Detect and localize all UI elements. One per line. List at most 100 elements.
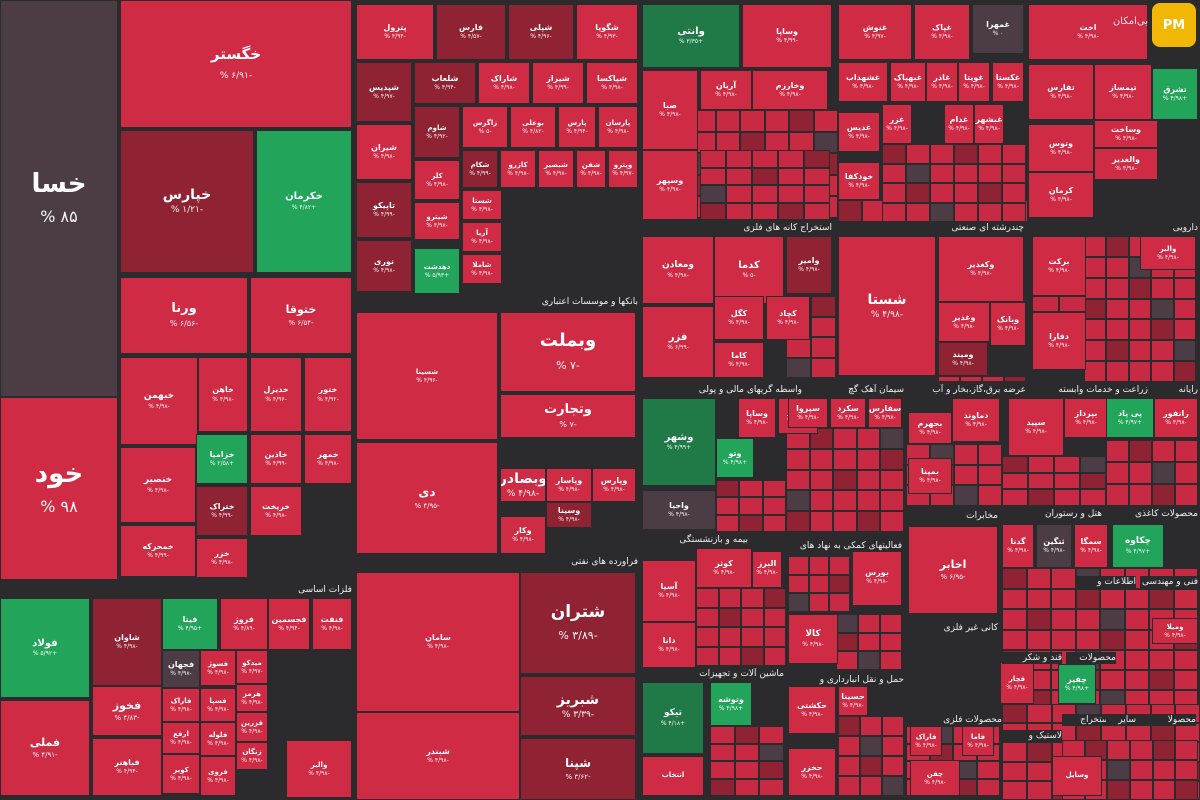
stock-tile[interactable]: خنصیر% ۴/۹۸- <box>120 447 196 523</box>
stock-tile[interactable]: تشرق% ۴/۹۸+ <box>1152 68 1198 120</box>
stock-tile[interactable]: تیکو% ۴/۱۸+ <box>642 682 704 754</box>
stock-tile[interactable]: شتران % ۳/۸۹- <box>520 572 636 674</box>
stock-tile[interactable]: سمگا% ۴/۹۸- <box>1074 524 1108 568</box>
stock-tile[interactable]: وسایل <box>1052 756 1102 796</box>
stock-tile[interactable]: دماوند% ۴/۹۸- <box>952 398 1000 442</box>
stock-tile[interactable]: وامیر% ۴/۹۸- <box>786 236 832 294</box>
stock-tile[interactable]: ورنا % ۶/۵۶- <box>120 277 248 354</box>
stock-tile[interactable]: آریا% ۴/۹۸- <box>462 222 502 252</box>
stock-tile[interactable]: فزرین% ۴/۹۸- <box>236 712 268 742</box>
stock-tile[interactable]: شفن% ۴/۹۸- <box>576 150 606 188</box>
stock-tile[interactable]: وبملت % ۷- <box>500 312 636 392</box>
stock-tile[interactable]: خدیزل% ۴/۹۶- <box>250 357 302 432</box>
stock-tile[interactable]: شسینا% ۴/۹۶- <box>356 312 498 440</box>
stock-tile[interactable]: فروی% ۴/۹۸- <box>200 756 236 796</box>
stock-tile[interactable]: شستا% ۴/۹۸- <box>838 236 936 376</box>
stock-tile[interactable]: فسپا% ۴/۹۸- <box>200 688 236 722</box>
stock-tile[interactable]: وتوس% ۴/۹۸- <box>1028 124 1094 172</box>
stock-tile[interactable]: شپاکسا% ۴/۹۸- <box>586 62 638 104</box>
stock-tile[interactable]: خگستر % ۶/۹۱- <box>120 0 352 128</box>
stock-tile[interactable]: وخارزم% ۴/۹۸- <box>752 70 828 110</box>
stock-tile[interactable]: وپاسار% ۴/۹۸- <box>546 468 592 502</box>
stock-tile[interactable]: دی% ۴/۹۵- <box>356 442 498 554</box>
stock-tile[interactable]: غپاک% ۴/۹۸- <box>914 4 970 60</box>
stock-tile[interactable]: زنگان% ۴/۹۸- <box>236 742 268 770</box>
stock-tile[interactable]: غاذر% ۴/۹۸- <box>926 62 958 102</box>
stock-tile[interactable]: پی پاد% ۴/۹۷+ <box>1106 398 1154 438</box>
stock-tile[interactable]: دهدشت% ۵/۹۳+ <box>414 248 460 294</box>
stock-tile[interactable]: فملی % ۴/۹۱- <box>0 700 90 796</box>
stock-tile[interactable]: فاما% ۴/۹۸- <box>962 726 994 756</box>
stock-tile[interactable]: بورس% ۴/۹۸- <box>852 548 902 606</box>
stock-tile[interactable]: غویتا% ۴/۹۸- <box>958 62 990 102</box>
stock-tile[interactable]: کویر% ۴/۹۸- <box>162 754 200 794</box>
stock-tile[interactable]: شاراک% ۴/۹۸- <box>478 62 530 104</box>
stock-tile[interactable]: تپمساز% ۴/۹۸- <box>1094 64 1152 120</box>
stock-tile[interactable]: شلعاب% ۴/۹۴- <box>414 62 476 104</box>
stock-tile[interactable]: وساپا% ۴/۹۸- <box>738 398 776 438</box>
stock-tile[interactable]: خود % ۹۸ <box>0 397 118 580</box>
stock-tile[interactable]: ختوقا% ۶/۵۴- <box>250 277 352 354</box>
stock-tile[interactable]: خزر% ۴/۹۸- <box>196 538 248 578</box>
stock-tile[interactable]: چکاوه% ۴/۹۷+ <box>1112 524 1164 568</box>
stock-tile[interactable]: فارس% ۴/۵۷- <box>436 4 506 60</box>
stock-tile[interactable]: غنوش% ۴/۹۷- <box>838 4 912 60</box>
stock-tile[interactable]: وپارس% ۴/۹۸- <box>592 468 636 502</box>
stock-tile[interactable]: حخزر% ۴/۹۸- <box>788 748 836 796</box>
stock-tile[interactable]: ومعادن% ۴/۹۸- <box>642 236 714 304</box>
stock-tile[interactable]: وبصادر% ۴/۹۸- <box>500 468 546 502</box>
stock-tile[interactable]: پارس% ۴/۹۴- <box>558 106 596 148</box>
stock-tile[interactable]: کرمان% ۴/۹۸- <box>1028 172 1094 218</box>
stock-tile[interactable]: فزر% ۶/۹۹- <box>642 306 714 378</box>
stock-tile[interactable]: شیترو% ۴/۹۸- <box>414 202 460 240</box>
stock-tile[interactable]: خاهن% ۴/۹۸- <box>198 357 248 432</box>
stock-tile[interactable]: هرمز% ۴/۹۸- <box>236 684 268 712</box>
stock-tile[interactable]: خمهر% ۴/۹۸- <box>304 434 352 484</box>
stock-tile[interactable]: آسیا% ۴/۹۸- <box>642 560 696 622</box>
stock-tile[interactable]: وغدیر% ۴/۹۸- <box>938 302 990 342</box>
stock-tile[interactable]: فجسمین% ۴/۹۴- <box>268 598 310 650</box>
stock-tile[interactable]: شپنا% ۳/۶۲- <box>520 738 636 800</box>
stock-tile[interactable]: قچار% ۴/۹۸- <box>1000 662 1034 704</box>
stock-tile[interactable]: غبهپاک% ۴/۹۸- <box>890 62 926 102</box>
stock-tile[interactable]: خبهمن% ۴/۹۸- <box>120 357 198 445</box>
stock-tile[interactable]: خپارس% ۱/۲۱- <box>120 130 254 273</box>
stock-tile[interactable]: انتخاب <box>642 756 704 796</box>
stock-tile[interactable]: بوعلی% ۴/۸۲- <box>510 106 556 148</box>
stock-tile[interactable]: رانفور% ۴/۹۸- <box>1154 398 1198 438</box>
stock-tile[interactable]: خاذین% ۴/۹۹- <box>250 434 302 484</box>
stock-tile[interactable]: شپلی% ۴/۹۶- <box>508 4 574 60</box>
stock-tile[interactable]: وتجارت % ۷- <box>500 394 636 438</box>
stock-tile[interactable]: شبندر% ۴/۹۸- <box>356 712 520 800</box>
stock-tile[interactable]: پترول% ۴/۹۴- <box>356 4 434 60</box>
stock-tile[interactable]: کاما% ۴/۹۸- <box>714 342 764 378</box>
stock-tile[interactable]: گدنا% ۴/۹۸- <box>1002 524 1034 568</box>
stock-tile[interactable]: آریان% ۴/۹۸- <box>700 70 752 110</box>
stock-tile[interactable]: بمپنا% ۴/۹۸- <box>908 458 952 494</box>
stock-tile[interactable]: سپروا% ۴/۹۸- <box>788 398 828 428</box>
stock-tile[interactable]: اخابر % ۶/۹۵- <box>908 526 998 614</box>
stock-tile[interactable]: ومیند% ۴/۹۸- <box>938 342 988 376</box>
stock-tile[interactable]: دانا% ۴/۹۸- <box>642 622 696 668</box>
stock-tile[interactable]: شبصیر% ۴/۹۸- <box>538 150 574 188</box>
stock-tile[interactable]: کوثر% ۴/۹۸- <box>696 548 752 588</box>
stock-tile[interactable]: غدام% ۴/۹۸- <box>944 104 974 144</box>
stock-tile[interactable]: فلوله% ۴/۹۸- <box>200 722 236 756</box>
stock-tile[interactable]: ومیلا% ۴/۹۸- <box>1152 618 1198 644</box>
stock-tile[interactable]: سفارس% ۴/۹۸- <box>868 398 902 428</box>
stock-tile[interactable]: سپید% ۴/۹۸- <box>1008 398 1064 456</box>
stock-tile[interactable]: فباهنر% ۴/۹۴- <box>92 738 162 796</box>
stock-tile[interactable]: فسوژ% ۴/۹۸- <box>200 650 236 686</box>
stock-tile[interactable]: تفارس% ۴/۹۸- <box>1028 64 1094 120</box>
stock-tile[interactable]: دفارا% ۴/۹۸- <box>1032 312 1086 370</box>
stock-tile[interactable]: فخوز % ۴/۸۳- <box>92 686 162 736</box>
stock-tile[interactable]: وتوشه% ۴/۹۸+ <box>710 682 752 726</box>
stock-tile[interactable]: وساخت% ۴/۹۸- <box>1094 120 1158 148</box>
stock-tile[interactable]: وسینا% ۴/۹۸- <box>546 502 592 528</box>
stock-tile[interactable]: کالا% ۴/۹۸- <box>788 614 838 664</box>
stock-tile[interactable]: ثنگین% ۴/۹۸- <box>1036 524 1072 568</box>
stock-tile[interactable]: شیراز% ۴/۹۹- <box>532 62 584 104</box>
stock-tile[interactable]: زاگرس% ۵- <box>462 106 508 148</box>
stock-tile[interactable]: واحیا% ۴/۹۸- <box>642 490 716 530</box>
stock-tile[interactable]: وبانک% ۴/۹۸- <box>990 302 1026 346</box>
